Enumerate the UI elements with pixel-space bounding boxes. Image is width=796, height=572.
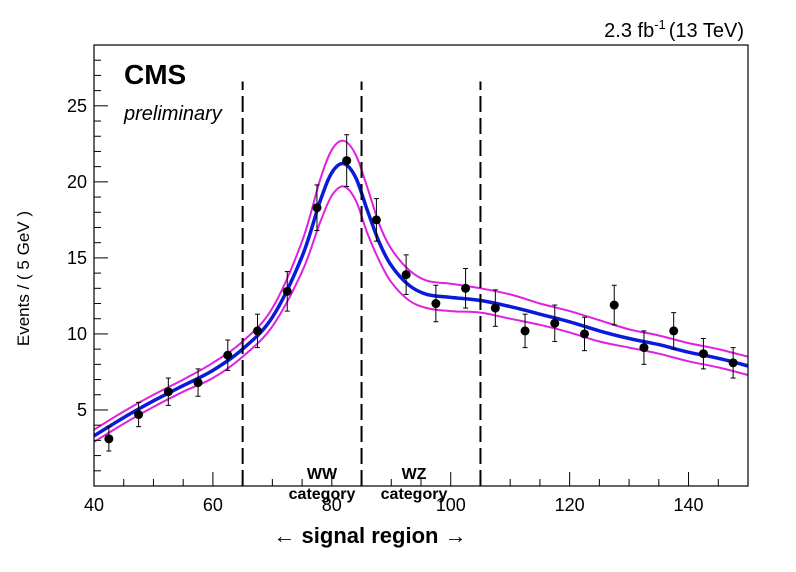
category-divider-layer [241, 81, 482, 486]
data-point [639, 343, 649, 353]
fit-curve [93, 161, 749, 438]
data-point [253, 326, 262, 336]
data-point [223, 350, 233, 360]
x-tick-label: 60 [203, 495, 223, 515]
data-point [580, 329, 589, 339]
data-point [342, 156, 352, 166]
data-point [163, 387, 173, 397]
x-tick-label: 40 [84, 495, 104, 515]
data-point [461, 283, 471, 293]
fit-curve-layer [93, 161, 749, 438]
data-point [401, 270, 411, 280]
data-point [193, 378, 203, 388]
data-points-layer [104, 134, 738, 452]
data-point [431, 299, 441, 309]
data-point [550, 318, 560, 328]
data-point [728, 358, 738, 368]
data-point [609, 300, 619, 310]
data-point [520, 326, 530, 336]
x-tick-label: 80 [322, 495, 342, 515]
ww-category-subtitle: category [289, 486, 356, 503]
data-point [669, 326, 679, 336]
y-tick-label: 5 [77, 400, 87, 420]
status-label: preliminary [123, 103, 223, 125]
data-point [134, 410, 144, 420]
experiment-label: CMS [124, 59, 186, 90]
data-point [104, 434, 114, 444]
y-axis-ticks: 5 10 15 20 25 [67, 59, 108, 472]
wz-category-title: WZ [402, 466, 427, 483]
y-tick-label: 25 [67, 96, 87, 116]
y-tick-label: 15 [67, 248, 87, 268]
x-tick-label: 100 [436, 495, 466, 515]
data-point [282, 286, 292, 296]
wz-category-subtitle: category [381, 486, 448, 503]
y-tick-label: 20 [67, 172, 87, 192]
x-tick-label: 140 [674, 495, 704, 515]
y-tick-label: 10 [67, 324, 87, 344]
x-axis-title: ← signal region → [273, 523, 466, 548]
luminosity-label: 2.3 fb-1 (13 TeV) [604, 17, 744, 42]
fit-band-lower [93, 185, 749, 443]
ww-category-title: WW [307, 466, 338, 483]
x-tick-label: 120 [555, 495, 585, 515]
x-axis-ticks: 40 60 80 100 120 140 [84, 472, 749, 515]
data-point [371, 215, 381, 225]
fit-band-upper [93, 139, 749, 431]
data-point [698, 349, 708, 359]
data-point [312, 203, 322, 213]
data-point [490, 303, 500, 313]
y-axis-title: Events / ( 5 GeV ) [14, 211, 33, 346]
